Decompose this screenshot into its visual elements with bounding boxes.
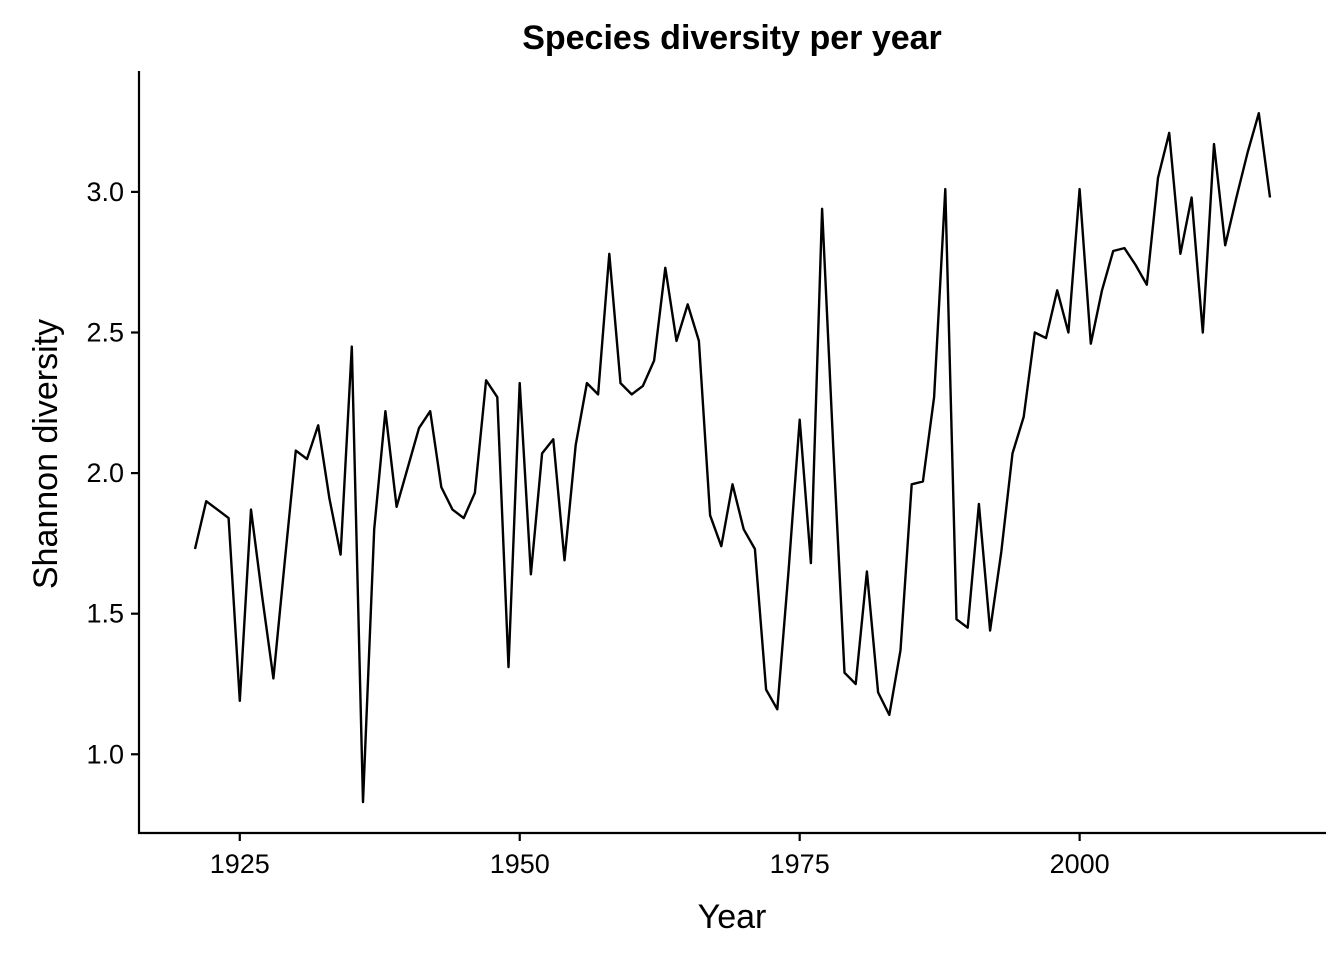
- y-tick-label: 1.0: [86, 739, 124, 769]
- x-tick-label: 1925: [210, 849, 270, 879]
- x-tick-label: 2000: [1050, 849, 1110, 879]
- y-tick-label: 2.5: [86, 317, 124, 347]
- x-tick-label: 1975: [770, 849, 830, 879]
- series-line: [193, 111, 1272, 804]
- plot-area: [193, 111, 1272, 804]
- y-tick-label: 1.5: [86, 599, 124, 629]
- x-axis: 1925 1950 1975 2000: [138, 831, 1326, 879]
- chart-title: Species diversity per year: [522, 19, 942, 57]
- x-axis-title: Year: [698, 898, 767, 936]
- x-tick-label: 1950: [490, 849, 550, 879]
- y-tick-label: 2.0: [86, 458, 124, 488]
- y-tick-label: 3.0: [86, 177, 124, 207]
- y-axis-title: Shannon diversity: [27, 319, 65, 589]
- y-axis: 1.0 1.5 2.0 2.5 3.0: [86, 71, 141, 833]
